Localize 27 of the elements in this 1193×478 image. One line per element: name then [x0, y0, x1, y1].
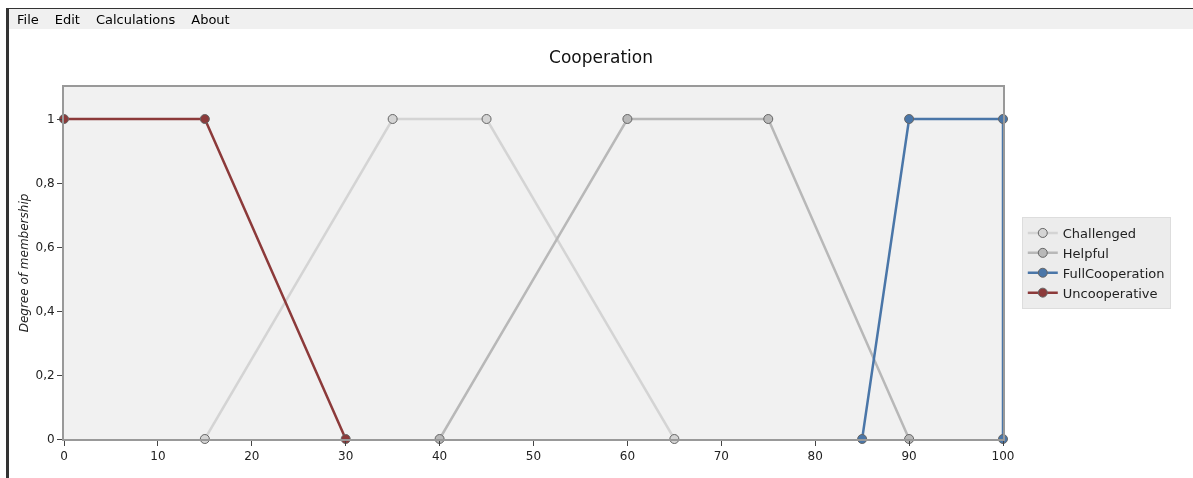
x-tick-label: 100 — [991, 449, 1015, 464]
y-tick-label: 0,2 — [35, 368, 55, 383]
text: Edit — [54, 11, 80, 27]
y-axis-title: Degree of membership — [17, 193, 32, 333]
x-tick-label: 20 — [244, 449, 260, 464]
x-tick-label: 10 — [150, 449, 166, 464]
x-tick-label: 90 — [901, 449, 917, 464]
x-tick-label: 50 — [525, 449, 542, 464]
y-tick-label: 0,8 — [35, 176, 55, 191]
legend-label: Challenged — [1062, 226, 1137, 242]
x-tick-label: 80 — [807, 449, 823, 464]
y-tick-label: 0,6 — [35, 240, 55, 255]
x-tick-label: 30 — [338, 449, 354, 464]
legend-label: FullCooperation — [1062, 265, 1165, 281]
legend-label: Helpful — [1062, 245, 1109, 261]
legend-label: Uncooperative — [1062, 285, 1158, 301]
y-tick-label: 1 — [46, 112, 55, 127]
chart-title: Cooperation — [549, 47, 653, 68]
x-tick-label: 0 — [60, 449, 68, 464]
x-tick-label: 60 — [619, 449, 636, 464]
text: File — [17, 11, 39, 27]
x-tick-label: 70 — [713, 449, 729, 464]
text: About — [191, 11, 230, 27]
x-tick-label: 40 — [431, 449, 448, 464]
y-tick-label: 0 — [46, 432, 55, 447]
y-tick-label: 0,4 — [35, 304, 55, 319]
text: Calculations — [95, 11, 176, 27]
